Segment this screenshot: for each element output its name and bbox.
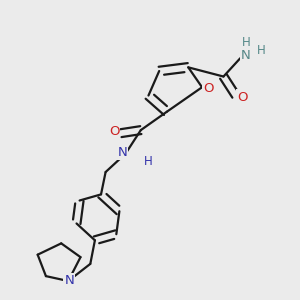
Text: H: H: [144, 155, 153, 168]
Text: N: N: [118, 146, 127, 159]
Text: H: H: [257, 44, 266, 57]
Text: N: N: [241, 49, 251, 62]
Text: O: O: [109, 125, 119, 138]
Text: O: O: [237, 91, 248, 103]
Text: O: O: [203, 82, 214, 95]
Text: H: H: [242, 36, 251, 50]
Text: N: N: [64, 274, 74, 286]
